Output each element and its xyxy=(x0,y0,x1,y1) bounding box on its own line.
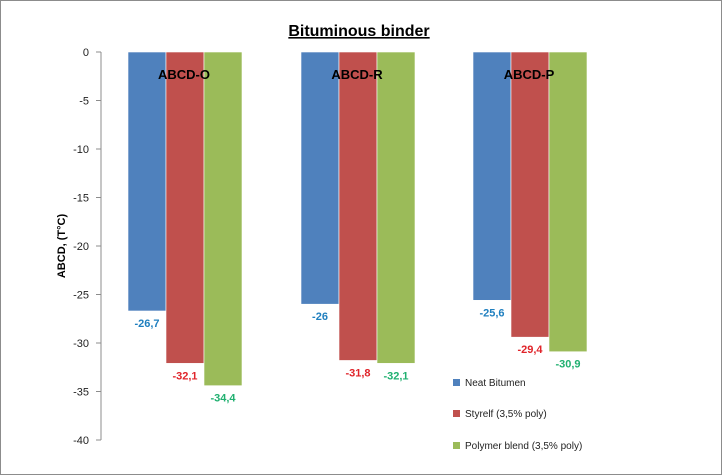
data-label: -34,4 xyxy=(210,393,236,405)
legend: Neat Bitumen Styrelf (3,5% poly) Polymer b… xyxy=(453,378,582,452)
axes: 0 -5 -10 -15 -20 -25 -30 -35 -40 xyxy=(73,47,102,447)
bar xyxy=(127,51,167,312)
category-label: ABCD-O xyxy=(158,67,210,82)
data-label: -26 xyxy=(312,311,328,323)
data-label: -32,1 xyxy=(172,370,197,382)
data-label: -32,1 xyxy=(383,370,408,382)
legend-label: Styrelf (3,5% poly) xyxy=(465,409,547,420)
y-tick-label: -15 xyxy=(73,193,89,205)
bar xyxy=(376,51,416,364)
bars xyxy=(127,51,588,386)
category-labels: ABCD-O ABCD-R ABCD-P xyxy=(158,67,555,82)
y-tick-label: -35 xyxy=(73,387,89,399)
bar xyxy=(510,51,550,338)
bar xyxy=(548,51,588,353)
category-label: ABCD-R xyxy=(331,67,383,82)
legend-label: Neat Bitumen xyxy=(465,378,526,389)
data-labels: -26,7 -32,1 -34,4 -26 -31,8 -32,1 -25,6 -29,4 -3… xyxy=(134,307,580,404)
data-label: -29,4 xyxy=(517,344,543,356)
legend-swatch xyxy=(453,410,460,417)
legend-swatch xyxy=(453,379,460,386)
bar xyxy=(300,51,340,305)
legend-label: Polymer blend (3,5% poly) xyxy=(465,441,582,452)
bar xyxy=(165,51,205,364)
y-tick-label: -5 xyxy=(79,96,89,108)
y-tick-label: -40 xyxy=(73,435,89,447)
bar xyxy=(338,51,378,361)
data-label: -31,8 xyxy=(345,367,370,379)
bar xyxy=(203,51,243,386)
chart-title: Bituminous binder xyxy=(288,23,429,40)
y-tick-label: -25 xyxy=(73,290,89,302)
legend-swatch xyxy=(453,442,460,449)
data-label: -30,9 xyxy=(555,359,580,371)
y-tick-label: 0 xyxy=(83,47,89,59)
y-tick-label: -10 xyxy=(73,144,89,156)
bar xyxy=(472,51,512,301)
y-tick-label: -20 xyxy=(73,241,89,253)
y-axis-label: ABCD, (T°C) xyxy=(56,214,68,279)
data-label: -26,7 xyxy=(134,318,159,330)
data-label: -25,6 xyxy=(479,307,504,319)
y-tick-label: -30 xyxy=(73,338,89,350)
category-label: ABCD-P xyxy=(504,67,555,82)
